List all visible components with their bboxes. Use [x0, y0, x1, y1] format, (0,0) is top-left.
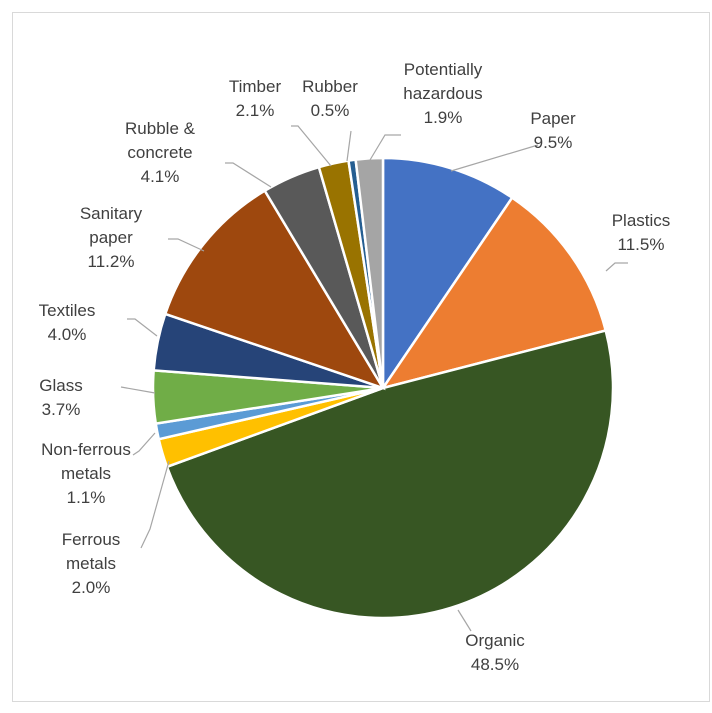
- category-label: Organic: [465, 631, 525, 650]
- value-label: 11.2%: [88, 252, 135, 271]
- data-label-rubber: Rubber 0.5%: [302, 77, 358, 120]
- slice-plastics: [380, 195, 608, 391]
- leader-line-glass: [120, 386, 156, 394]
- category-label: Textiles: [39, 301, 96, 320]
- data-label-organic: Organic 48.5%: [465, 631, 525, 674]
- category-label: Paper: [530, 109, 576, 128]
- value-label: 2.1%: [236, 101, 275, 120]
- data-label-plastics: Plastics 11.5%: [612, 211, 671, 254]
- pie-slices: [151, 156, 615, 620]
- category-label: Sanitary: [80, 204, 143, 223]
- leader-line-textiles: [127, 318, 158, 337]
- leader-line-potentially-hazardous: [369, 134, 401, 161]
- value-label: 1.1%: [67, 488, 106, 507]
- data-label-rubble-concrete: Rubble & concrete 4.1%: [125, 119, 196, 186]
- value-label: 1.9%: [424, 108, 463, 127]
- leader-line-plastics: [605, 262, 628, 272]
- leader-line-rubber: [346, 130, 352, 162]
- category-label: paper: [89, 228, 133, 247]
- category-label: metals: [66, 554, 116, 573]
- category-label: Non-ferrous: [41, 440, 131, 459]
- data-label-timber: Timber 2.1%: [229, 77, 282, 120]
- value-label: 3.7%: [42, 400, 81, 419]
- category-label: hazardous: [403, 84, 482, 103]
- data-labels: Paper 9.5% Plastics 11.5% Organic 48.5% Ferrou…: [39, 60, 671, 674]
- leader-line-organic: [457, 609, 472, 632]
- value-label: 11.5%: [618, 235, 665, 254]
- value-label: 9.5%: [534, 133, 573, 152]
- leader-line-non-ferrous-metals: [132, 432, 156, 456]
- slice-potentially-hazardous: [354, 156, 385, 389]
- value-label: 0.5%: [311, 101, 350, 120]
- leader-line-ferrous-metals: [140, 460, 170, 549]
- data-label-textiles: Textiles 4.0%: [39, 301, 96, 344]
- data-label-sanitary-paper: Sanitary paper 11.2%: [80, 204, 143, 271]
- leader-line-paper: [450, 144, 539, 172]
- category-label: Rubber: [302, 77, 358, 96]
- category-label: Ferrous: [62, 530, 121, 549]
- leader-line-rubble-concrete: [225, 162, 272, 188]
- category-label: Plastics: [612, 211, 671, 230]
- category-label: Glass: [39, 376, 82, 395]
- value-label: 4.0%: [48, 325, 87, 344]
- category-label: Rubble &: [125, 119, 196, 138]
- chart-frame: Paper 9.5% Plastics 11.5% Organic 48.5% Ferrou…: [12, 12, 710, 702]
- value-label: 4.1%: [141, 167, 180, 186]
- pie-chart: Paper 9.5% Plastics 11.5% Organic 48.5% Ferrou…: [39, 60, 671, 674]
- category-label: concrete: [127, 143, 192, 162]
- value-label: 48.5%: [471, 655, 519, 674]
- leader-lines: [120, 125, 628, 632]
- data-label-potentially-hazardous: Potentially hazardous 1.9%: [403, 60, 482, 127]
- category-label: Potentially: [404, 60, 483, 79]
- leader-line-sanitary-paper: [168, 238, 205, 252]
- value-label: 2.0%: [72, 578, 111, 597]
- data-label-glass: Glass 3.7%: [39, 376, 82, 419]
- leader-line-timber: [291, 125, 332, 167]
- category-label: metals: [61, 464, 111, 483]
- category-label: Timber: [229, 77, 282, 96]
- slice-sanitary-paper: [163, 188, 386, 391]
- data-label-ferrous-metals: Ferrous metals 2.0%: [62, 530, 121, 597]
- data-label-paper: Paper 9.5%: [530, 109, 576, 152]
- data-label-non-ferrous-metals: Non-ferrous metals 1.1%: [41, 440, 131, 507]
- slice-paper: [381, 156, 514, 393]
- slice-organic: [165, 328, 615, 620]
